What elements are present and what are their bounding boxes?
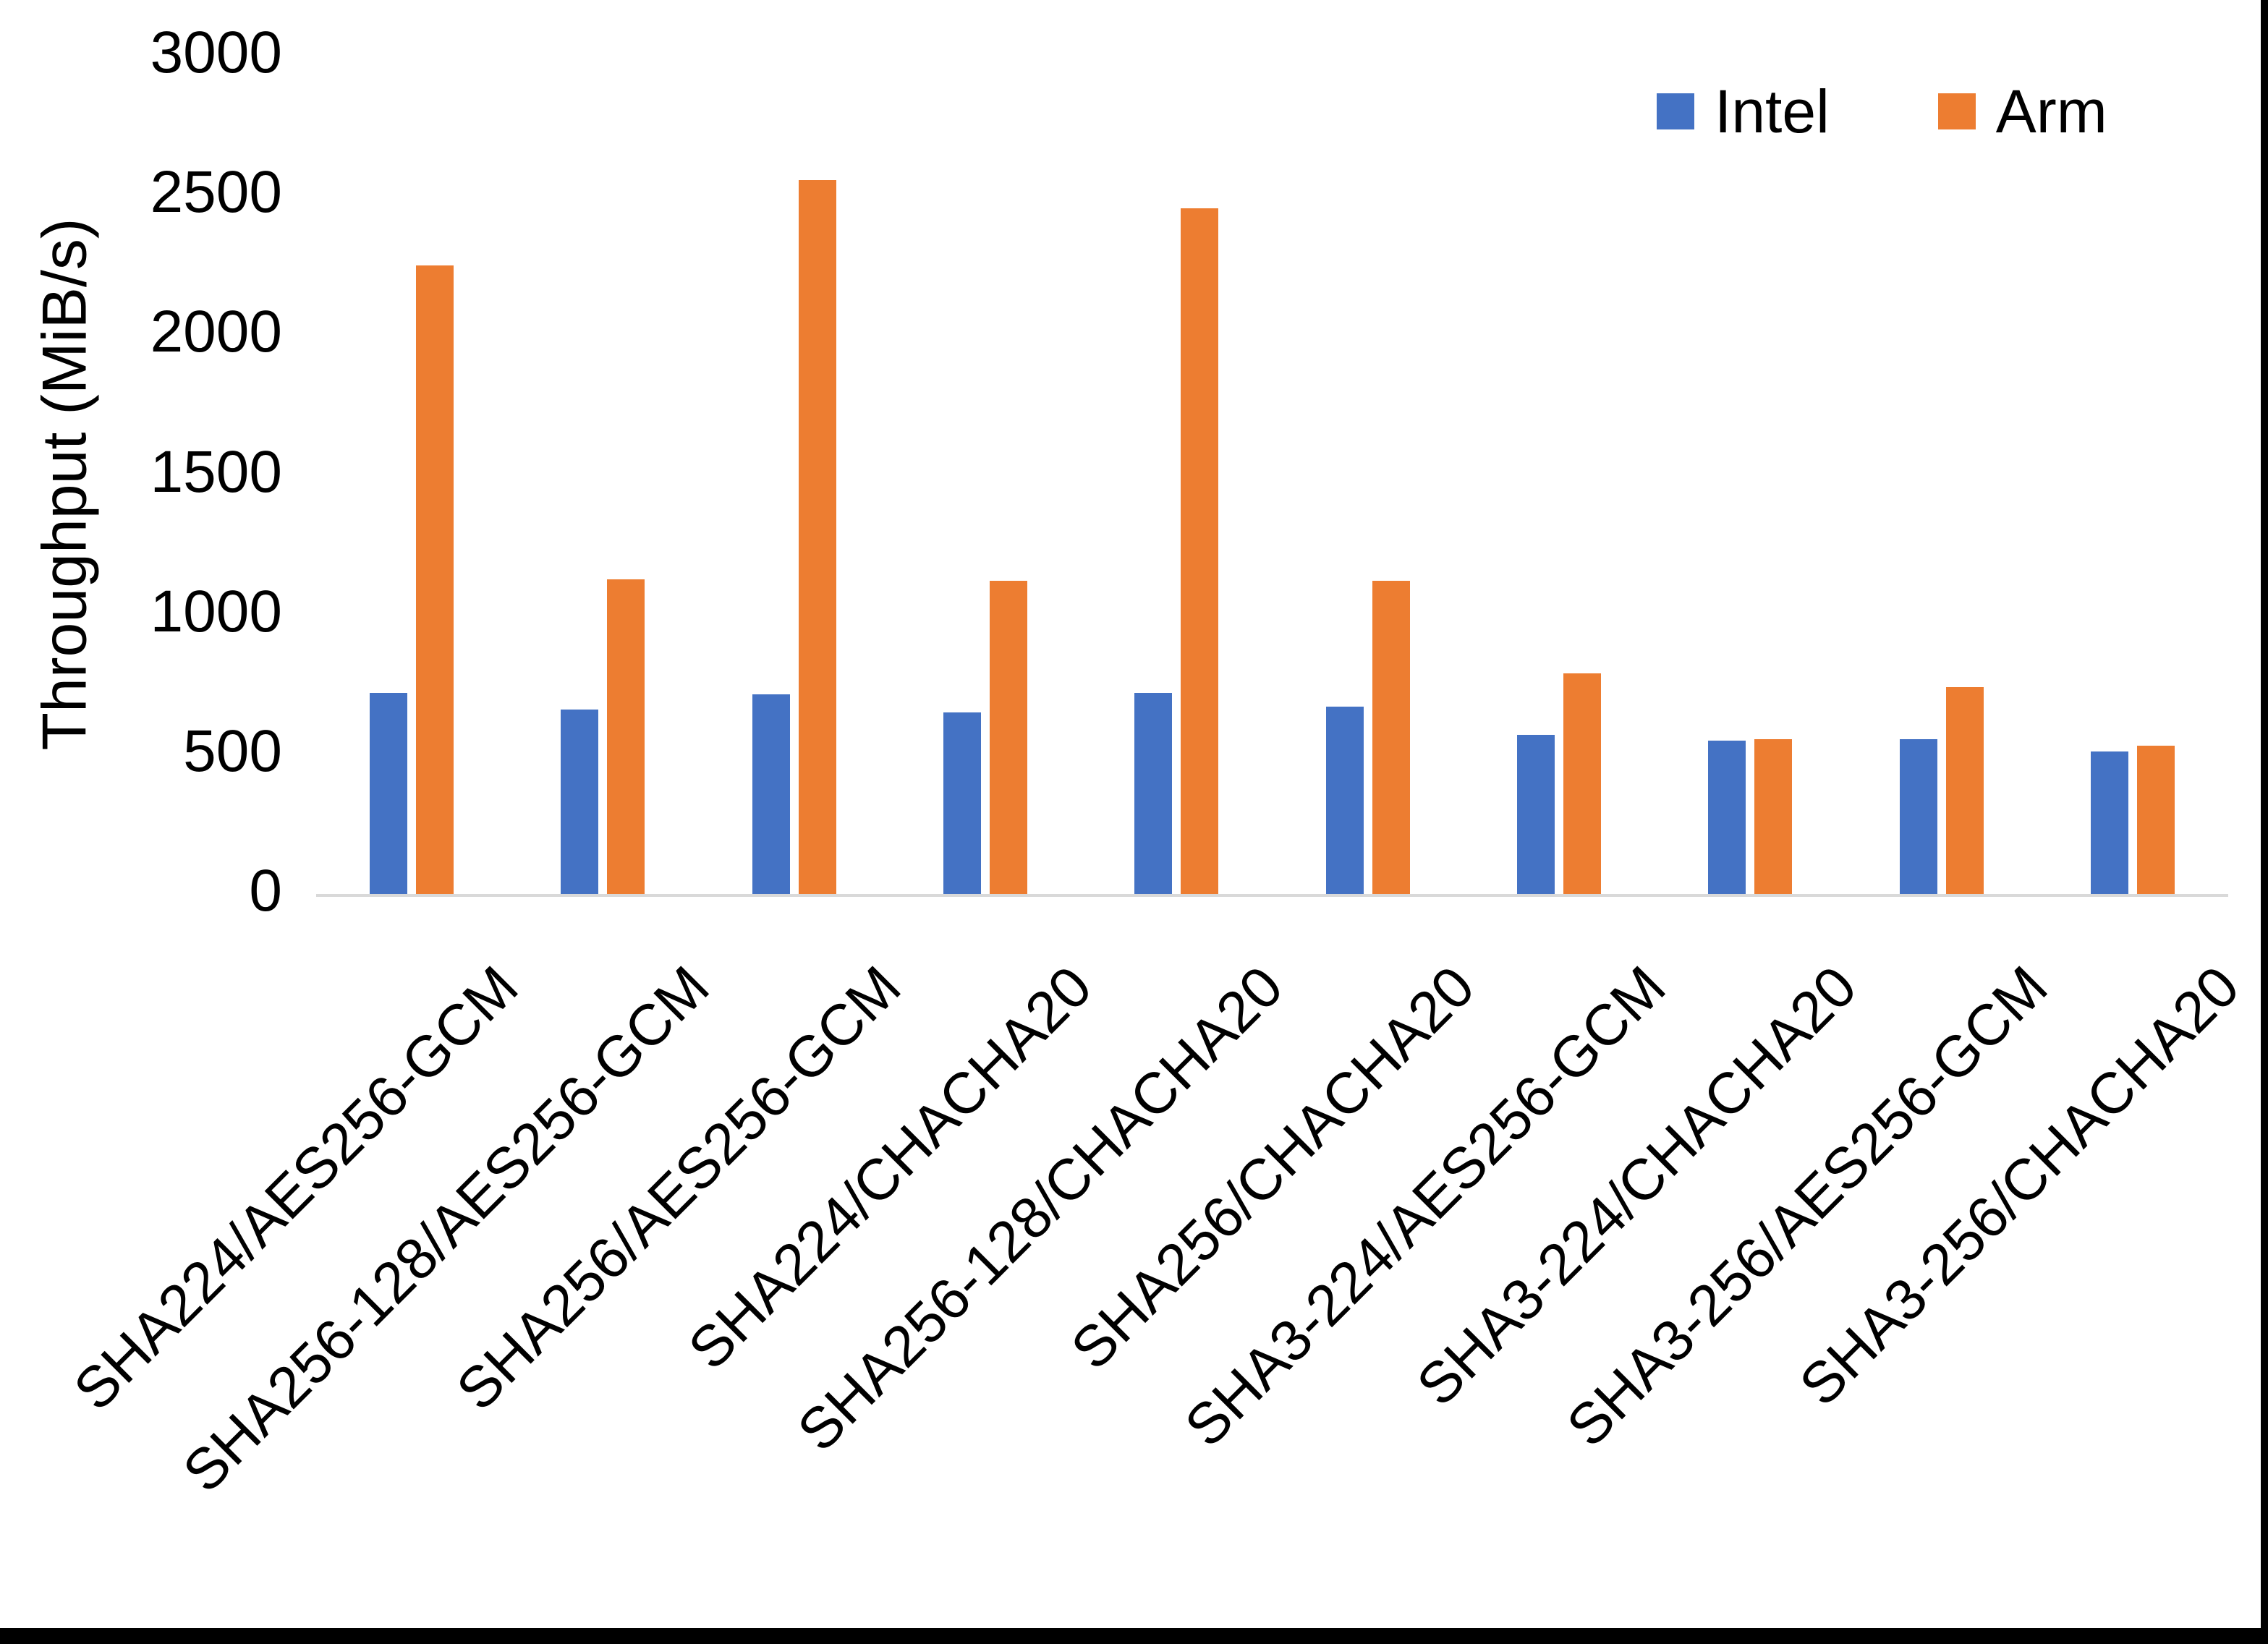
y-tick-label: 2000	[150, 299, 282, 365]
bar-intel-3	[752, 694, 790, 894]
intel-series-swatch-icon	[1657, 93, 1694, 129]
legend-item-intel: Intel	[1657, 81, 1830, 142]
y-tick-label: 0	[249, 858, 282, 924]
bar-intel-5	[1134, 692, 1173, 894]
bar-arm-1	[416, 265, 454, 894]
y-tick-label: 1500	[150, 438, 282, 505]
bar-arm-5	[1181, 208, 1219, 894]
legend-label-arm: Arm	[1995, 77, 2107, 145]
bar-arm-3	[798, 179, 836, 894]
x-axis-line	[316, 894, 2228, 897]
bar-arm-4	[990, 581, 1028, 894]
bar-intel-6	[1325, 707, 1364, 894]
bar-arm-8	[1754, 738, 1793, 894]
bar-intel-2	[561, 710, 599, 894]
y-tick-label: 2500	[150, 159, 282, 226]
arm-series-swatch-icon	[1937, 93, 1976, 129]
bar-intel-10	[2090, 751, 2128, 894]
legend-item-arm: Arm	[1937, 77, 2107, 145]
legend-label-intel: Intel	[1715, 77, 1830, 145]
bar-arm-6	[1372, 581, 1410, 894]
legend: Intel Arm	[1657, 81, 2107, 142]
bar-intel-8	[1708, 740, 1746, 894]
y-tick-label: 500	[183, 718, 282, 785]
bar-intel-4	[943, 712, 982, 894]
bar-intel-9	[1899, 738, 1937, 894]
bar-intel-1	[370, 692, 408, 894]
bar-arm-10	[2136, 746, 2175, 894]
bar-arm-9	[1945, 687, 1984, 894]
bar-arm-2	[607, 579, 645, 894]
y-tick-label: 3000	[150, 20, 282, 86]
bar-arm-7	[1563, 673, 1601, 894]
bar-intel-7	[1516, 734, 1555, 894]
y-tick-label: 1000	[150, 578, 282, 644]
